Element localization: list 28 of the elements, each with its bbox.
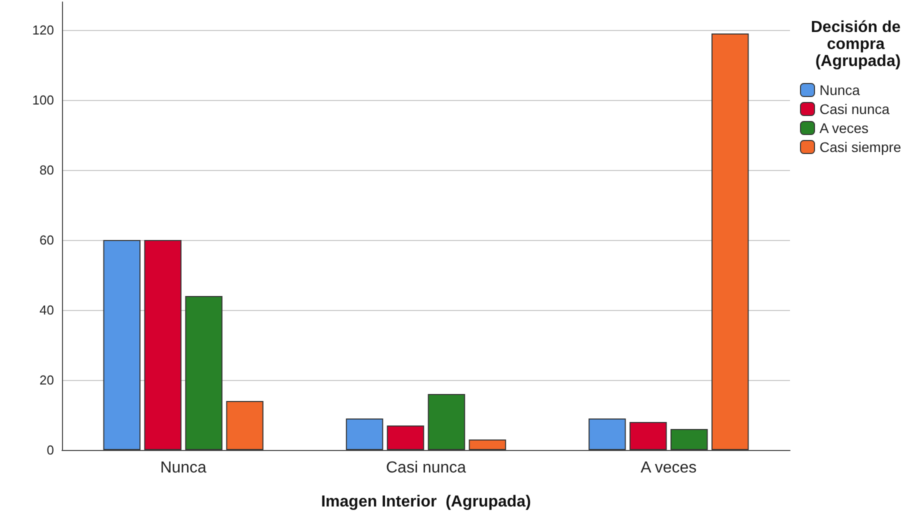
bar	[346, 418, 384, 450]
x-tick-label: Nunca	[160, 460, 207, 476]
legend-label: Nunca	[820, 82, 860, 98]
legend-title: Decisión de compra (Agrupada)	[810, 19, 906, 70]
legend-label: Casi siempre	[820, 139, 902, 155]
bar	[144, 240, 182, 450]
y-tick-label: 100	[32, 92, 54, 108]
bar	[588, 418, 626, 450]
legend-label: Casi nunca	[820, 101, 890, 117]
y-tick-label: 20	[40, 372, 54, 388]
x-tick-label: A veces	[640, 460, 697, 476]
bar	[386, 426, 424, 450]
bar	[185, 296, 222, 450]
x-tick-label: Casi nunca	[386, 460, 466, 476]
y-tick-label: 120	[32, 22, 54, 38]
bar	[670, 429, 708, 450]
x-axis-title: Imagen Interior (Agrupada)	[321, 494, 531, 510]
y-tick-label: 80	[40, 162, 54, 178]
y-tick-label: 0	[46, 442, 54, 458]
bar	[428, 394, 466, 450]
bar	[468, 440, 506, 450]
bar	[226, 401, 264, 450]
bar	[630, 422, 667, 450]
y-tick-label: 60	[40, 232, 54, 248]
legend-label: A veces	[820, 120, 869, 136]
bar	[712, 34, 749, 450]
y-tick-label: 40	[40, 302, 54, 318]
bar	[103, 240, 140, 450]
